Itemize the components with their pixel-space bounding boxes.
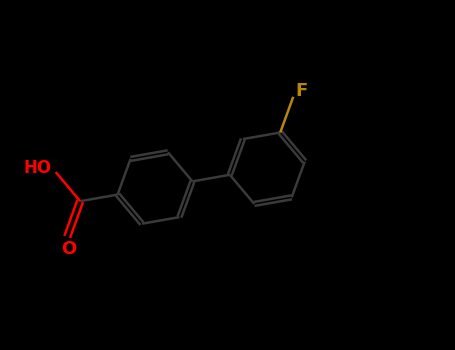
Text: HO: HO <box>24 159 52 177</box>
Text: F: F <box>295 82 308 100</box>
Text: O: O <box>61 240 77 258</box>
